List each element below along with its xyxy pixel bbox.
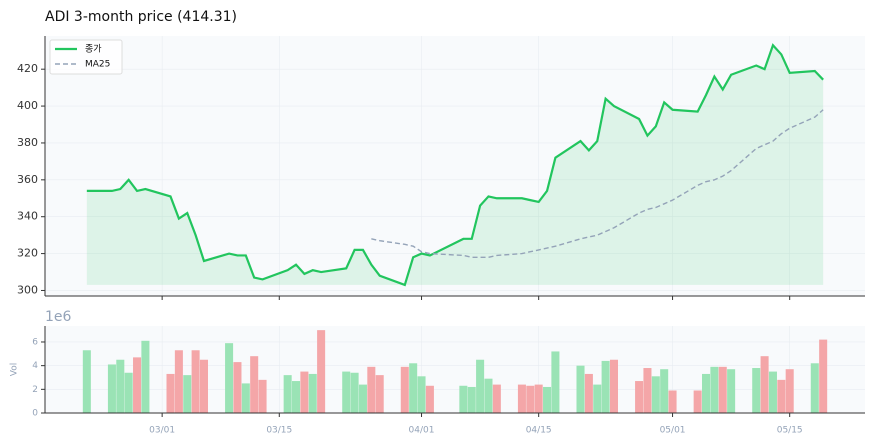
x-tick-label: 05/01 xyxy=(660,426,686,436)
y-tick-label: 300 xyxy=(17,283,38,296)
volume-bar xyxy=(225,343,234,413)
volume-bar xyxy=(308,373,317,413)
volume-bar xyxy=(133,357,142,413)
volume-bar xyxy=(166,373,175,413)
volume-bar xyxy=(819,339,828,413)
volume-bar xyxy=(233,362,242,413)
volume-bar xyxy=(710,366,719,413)
volume-bar xyxy=(643,368,652,413)
volume-bar xyxy=(358,384,367,413)
volume-bar xyxy=(141,340,150,413)
volume-bar xyxy=(526,385,535,413)
y-tick-label: 320 xyxy=(17,247,38,260)
chart-title: ADI 3-month price (414.31) xyxy=(45,9,237,25)
volume-bar xyxy=(668,390,677,413)
volume-bar xyxy=(492,384,501,413)
volume-bar xyxy=(727,369,736,413)
volume-bar xyxy=(576,365,585,413)
y-tick-label: 360 xyxy=(17,173,38,186)
x-tick-label: 04/01 xyxy=(409,426,435,436)
volume-bar xyxy=(702,373,711,413)
volume-bar xyxy=(785,369,794,413)
volume-bar xyxy=(199,359,208,413)
volume-bar xyxy=(174,350,183,413)
volume-bar xyxy=(534,384,543,413)
volume-bar xyxy=(250,356,259,413)
volume-bar xyxy=(651,376,660,413)
volume-bar xyxy=(768,371,777,413)
volume-bar xyxy=(400,366,409,413)
series-line xyxy=(86,43,824,287)
legend-label: MA25 xyxy=(85,60,110,70)
volume-bar xyxy=(459,385,468,413)
legend: 종가 MA25 xyxy=(49,39,123,75)
offset-label: 1e6 xyxy=(45,309,72,325)
y-tick-label: 380 xyxy=(17,136,38,149)
x-tick-label: 03/15 xyxy=(266,426,292,436)
volume-bar xyxy=(375,375,384,413)
x-tick-label: 03/01 xyxy=(149,426,175,436)
volume-bar xyxy=(584,373,593,413)
volume-bar xyxy=(752,368,761,413)
volume-bar xyxy=(124,372,133,413)
volume-bar xyxy=(183,375,192,413)
volume-bar xyxy=(258,379,267,413)
volume-bar xyxy=(107,364,116,413)
legend-label: 종가 xyxy=(85,44,102,55)
volume-bar xyxy=(777,379,786,413)
series-line xyxy=(371,109,824,258)
volume-bar xyxy=(467,386,476,413)
y-tick-label: 4 xyxy=(32,361,38,371)
volume-bar xyxy=(660,369,669,413)
volume-bar xyxy=(409,363,418,413)
volume-bar xyxy=(283,375,292,413)
area-fill xyxy=(86,45,824,285)
y-tick-label: 6 xyxy=(32,337,38,347)
y-tick-label: 340 xyxy=(17,210,38,223)
volume-bar xyxy=(191,350,200,413)
volume-bar xyxy=(810,363,819,413)
volume-bar xyxy=(517,384,526,413)
volume-bar xyxy=(484,378,493,413)
volume-bar xyxy=(601,360,610,413)
y-tick-label: 2 xyxy=(32,385,38,395)
y-tick-label: 0 xyxy=(32,409,38,419)
volume-bar xyxy=(593,384,602,413)
volume-bar xyxy=(551,351,560,413)
volume-bar xyxy=(82,350,91,413)
volume-bar xyxy=(350,372,359,413)
y-tick-label: 400 xyxy=(17,99,38,112)
volume-bar xyxy=(425,385,434,413)
volume-bar xyxy=(367,366,376,413)
volume-bar xyxy=(417,376,426,413)
y-axis-label: Vol xyxy=(10,363,20,376)
volume-bar xyxy=(609,359,618,413)
volume-bar xyxy=(760,356,769,413)
y-tick-label: 420 xyxy=(17,62,38,75)
volume-bar xyxy=(116,359,125,413)
volume-bar xyxy=(635,381,644,413)
x-tick-label: 05/15 xyxy=(777,426,803,436)
volume-bar xyxy=(543,386,552,413)
volume-bar xyxy=(300,371,309,413)
volume-bar xyxy=(292,381,301,413)
volume-bar xyxy=(476,359,485,413)
volume-bar xyxy=(241,383,250,413)
volume-bar xyxy=(693,390,702,413)
volume-bar xyxy=(718,366,727,413)
x-tick-label: 04/15 xyxy=(526,426,552,436)
volume-bar xyxy=(342,371,351,413)
volume-bar xyxy=(317,330,326,413)
